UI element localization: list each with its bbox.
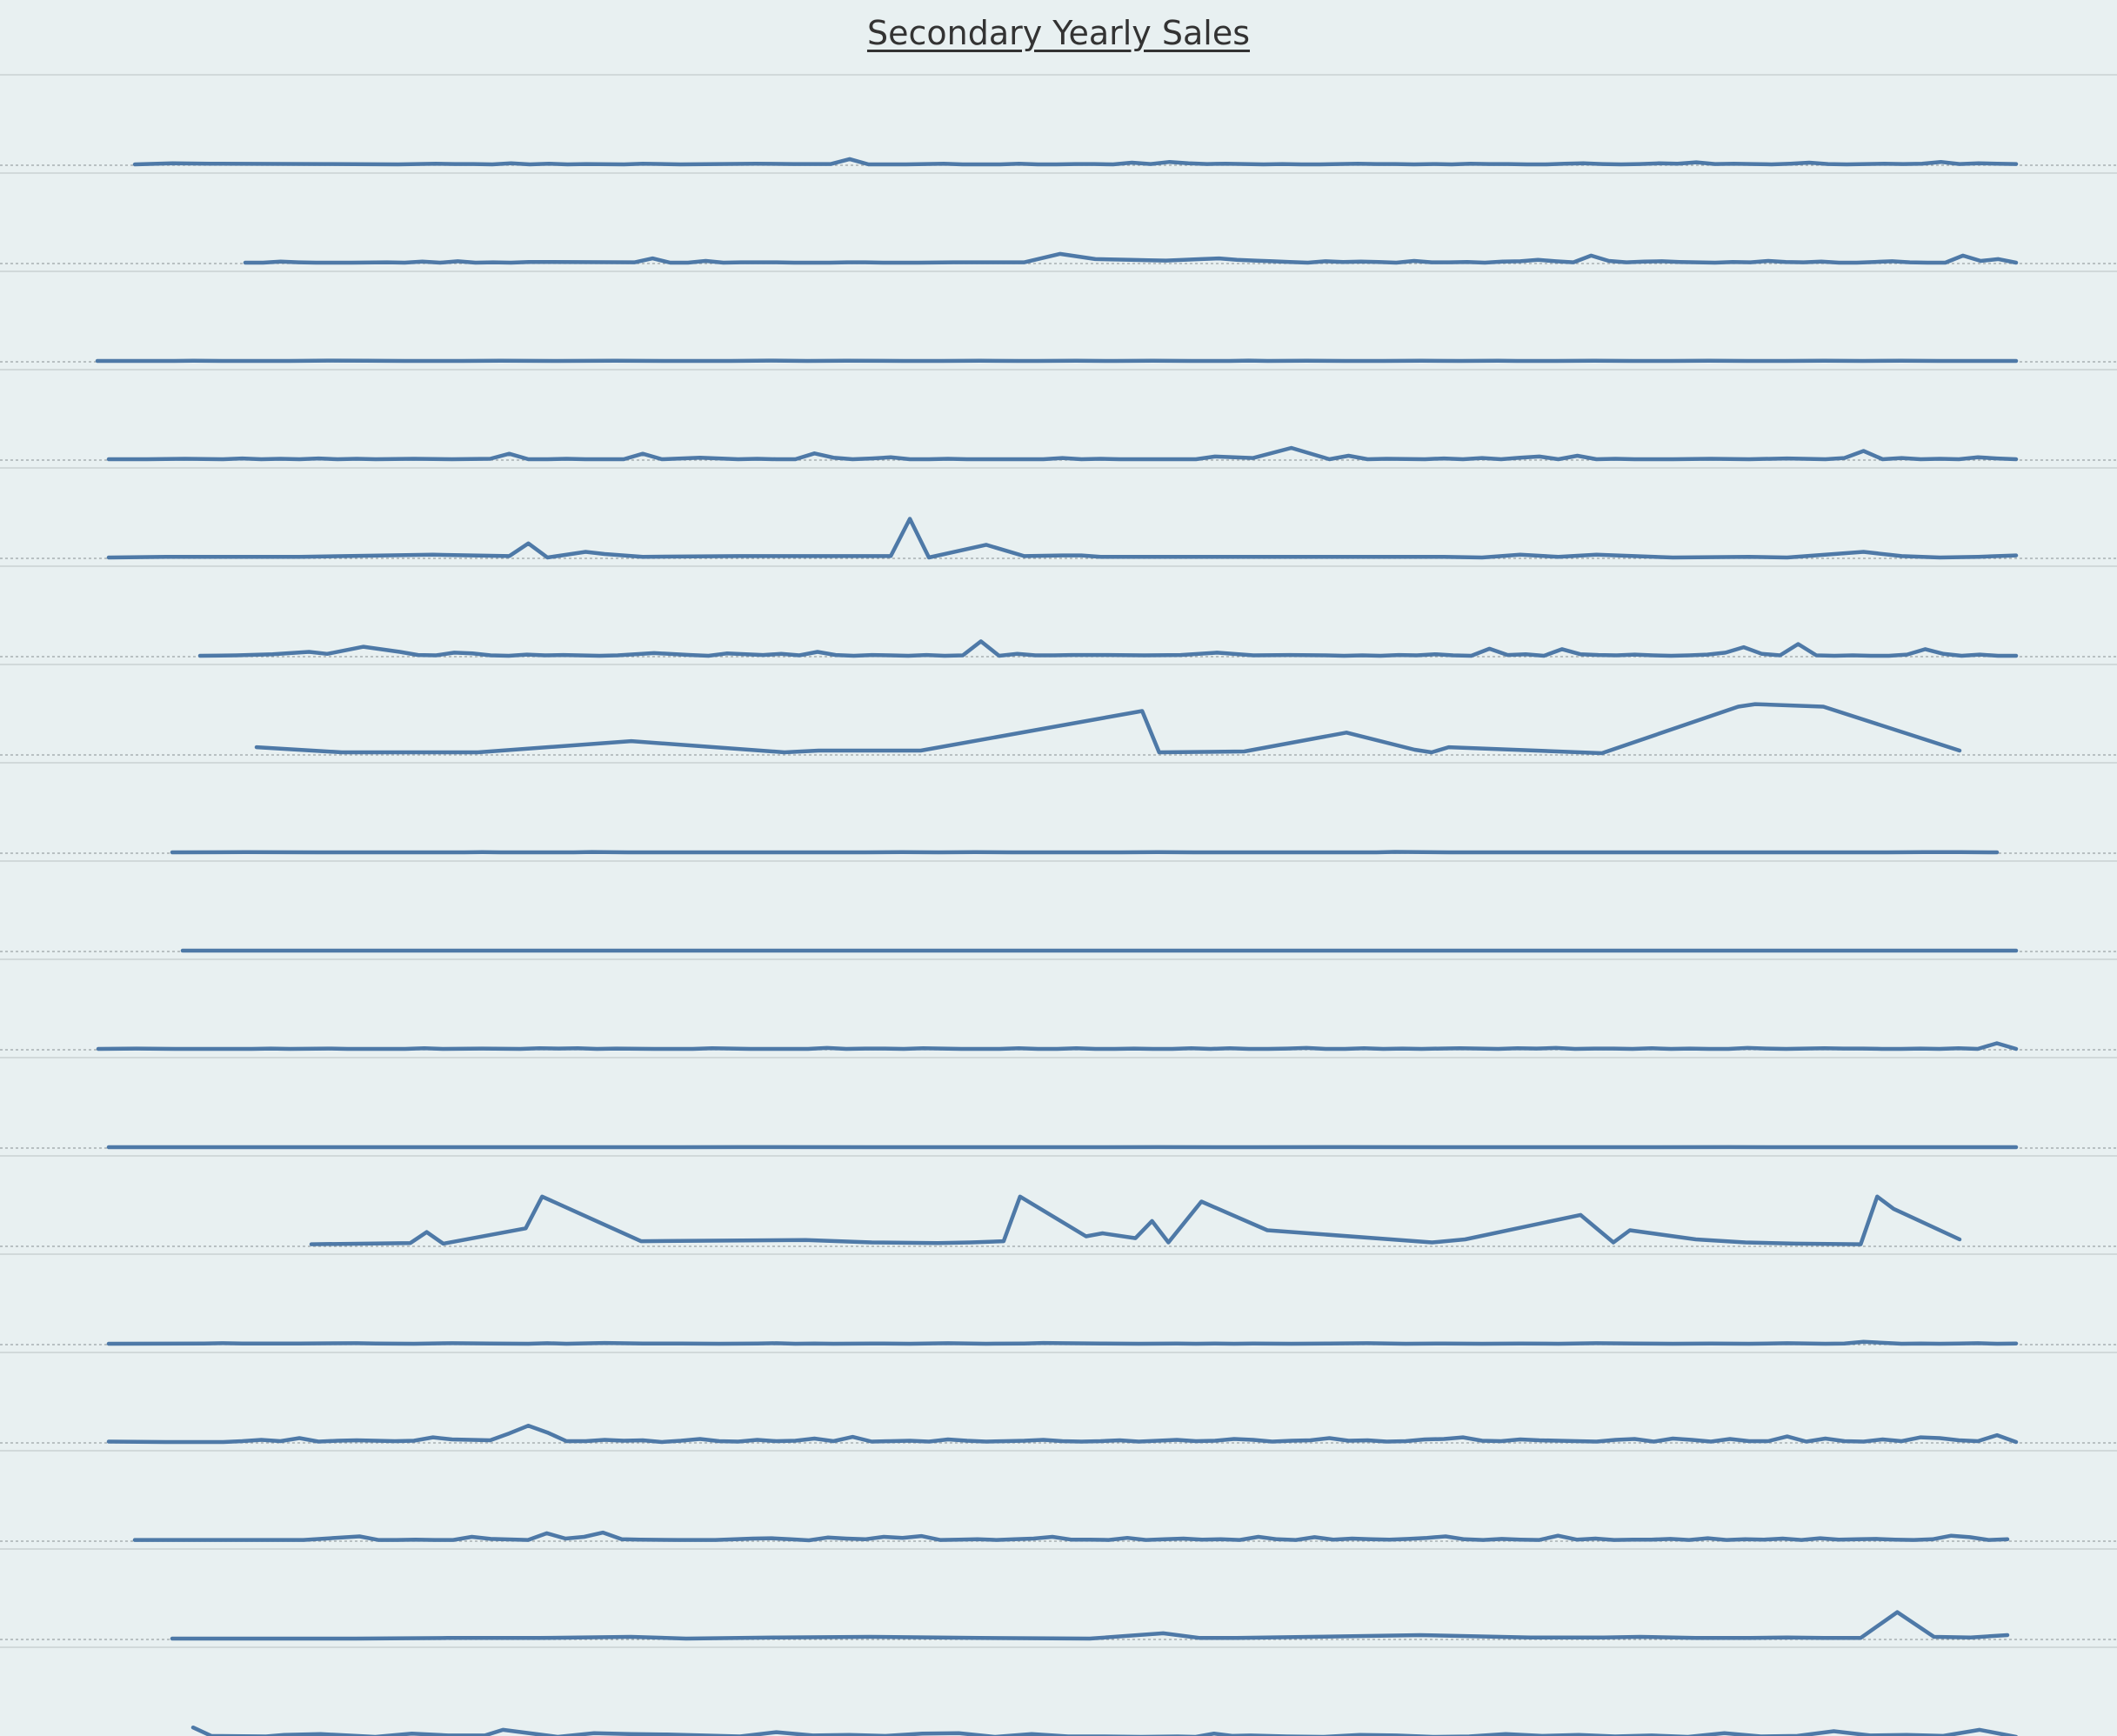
sparkline-row-band — [0, 1254, 2117, 1352]
sparkline-series-line — [243, 251, 2019, 265]
sparkline-series-line — [309, 1194, 1962, 1246]
sparkline-row-band — [0, 763, 2117, 861]
sparkline-row-band — [0, 1352, 2117, 1451]
chart-title: Secondary Yearly Sales — [866, 14, 1251, 52]
sparkline-series-line — [254, 702, 1962, 756]
sparkline-row-band — [0, 1451, 2117, 1549]
sparkline-series-line — [170, 1610, 2010, 1641]
sparkline-series-line — [197, 639, 2019, 658]
sparkline-series-line — [132, 1530, 2010, 1543]
sparkline-row-band — [0, 1549, 2117, 1647]
sparkline-series-line — [106, 1423, 2019, 1445]
sparkline-series-line — [190, 1725, 2019, 1736]
sparkline-row-band — [0, 173, 2117, 271]
sparkline-series-line — [96, 1041, 2019, 1052]
sparkline-series-line — [170, 850, 2000, 855]
sparkline-series-line — [106, 517, 2019, 560]
sparkline-series-line — [106, 445, 2019, 462]
sparkline-row-band — [0, 370, 2117, 468]
sparkline-row-band — [0, 959, 2117, 1058]
sparkline-row-band — [0, 75, 2117, 173]
sparkline-row-band — [0, 861, 2117, 959]
sparkline-row-band — [0, 271, 2117, 370]
sparkline-row-band — [0, 1058, 2117, 1156]
sparkline-row-band — [0, 664, 2117, 763]
sparkline-row-band — [0, 566, 2117, 664]
sparkline-row-band — [0, 468, 2117, 566]
sparkline-series-line — [132, 157, 2019, 167]
sparkline-series-line — [106, 1339, 2019, 1346]
sparkline-row-band — [0, 1156, 2117, 1254]
sparkline-row-band — [0, 1647, 2117, 1736]
